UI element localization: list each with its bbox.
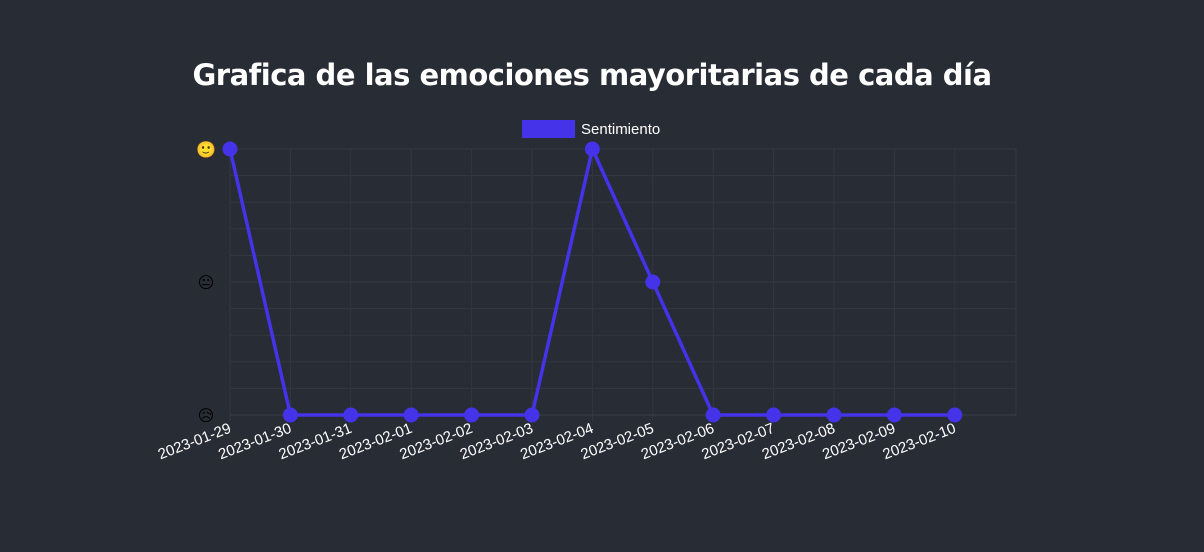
y-tick-label: 🙂 [196,140,216,159]
legend[interactable]: Sentimiento [522,120,660,138]
data-point[interactable] [222,141,238,157]
chart-title: Grafica de las emociones mayoritarias de… [192,58,992,92]
grid [229,148,1017,421]
data-point[interactable] [343,407,359,423]
data-point[interactable] [705,407,721,423]
y-tick-label: 😥 [198,406,215,425]
data-point[interactable] [464,407,480,423]
y-tick-label: 😐 [198,273,215,292]
data-point[interactable] [947,407,963,423]
data-point[interactable] [645,274,661,290]
data-point[interactable] [282,407,298,423]
data-point[interactable] [403,407,419,423]
data-point[interactable] [584,141,600,157]
data-point[interactable] [886,407,902,423]
legend-label: Sentimiento [581,121,660,138]
data-point[interactable] [766,407,782,423]
data-point[interactable] [524,407,540,423]
legend-swatch [522,120,575,138]
data-point[interactable] [826,407,842,423]
